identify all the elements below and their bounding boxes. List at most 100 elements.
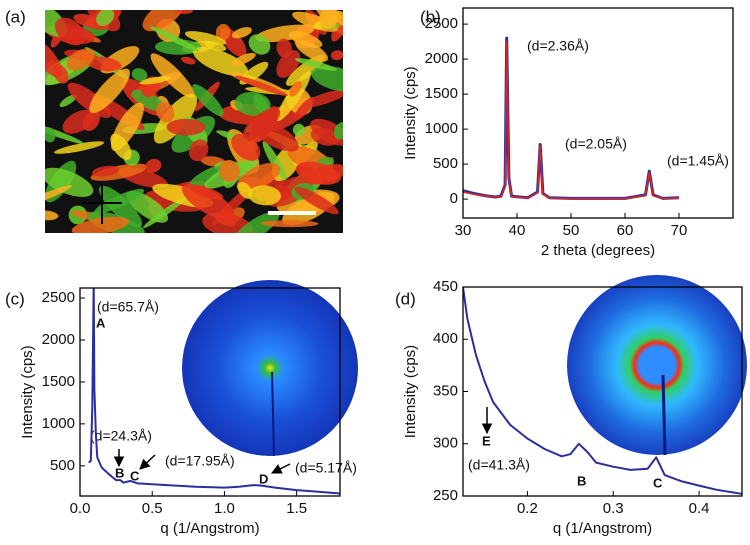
crystal — [139, 76, 172, 85]
annotation: (d=65.7Å) — [97, 299, 159, 315]
panel-label: (d) — [395, 289, 416, 308]
arrow — [139, 454, 156, 470]
crystal — [156, 101, 175, 123]
plot-frame — [79, 287, 341, 497]
y-axis-title: Intensity (cps) — [19, 345, 36, 438]
crystal — [248, 34, 271, 55]
y-tick-label: 1000 — [42, 415, 75, 432]
y-tick-label: 0 — [450, 190, 458, 207]
crystal — [181, 56, 196, 65]
y-tick-label: 2500 — [42, 289, 75, 306]
crystal — [89, 68, 130, 114]
x-tick-label: 30 — [455, 222, 472, 239]
crystal — [311, 65, 343, 92]
micrograph — [45, 10, 343, 233]
annotation: B — [577, 473, 586, 488]
crystal — [331, 12, 343, 42]
crystal — [98, 185, 143, 228]
y-tick-label: 1500 — [42, 373, 75, 390]
y-tick-label: 400 — [433, 330, 458, 347]
crystal — [231, 27, 252, 39]
x-tick-label: 0.2 — [517, 500, 538, 517]
crystal — [86, 56, 122, 72]
crystal — [145, 158, 162, 173]
crystal — [91, 165, 119, 177]
crystal — [96, 10, 115, 26]
crystal — [62, 109, 95, 134]
crystal — [215, 23, 231, 41]
crystal — [276, 38, 292, 58]
crystal — [192, 84, 224, 117]
annotation: (d=24.3Å) — [90, 428, 152, 444]
crystal — [153, 93, 198, 144]
crystal — [231, 211, 280, 233]
crystal — [166, 118, 206, 136]
series-line — [463, 40, 680, 200]
crystal — [150, 26, 200, 52]
annotation: (d=2.05Å) — [565, 136, 627, 152]
annotation: (d=41.3Å) — [468, 457, 530, 473]
series-line — [463, 287, 742, 495]
crystal — [174, 10, 194, 15]
x-tick-label: 50 — [563, 222, 580, 239]
crystal — [188, 166, 223, 189]
crystal — [298, 163, 318, 182]
y-axis-title: Intensity (cps) — [402, 66, 419, 159]
crystal — [276, 71, 311, 122]
crystal — [248, 185, 281, 206]
crystal — [142, 10, 185, 32]
crystal — [334, 10, 343, 26]
panel-label: (b) — [420, 7, 441, 26]
annotation: A — [96, 315, 106, 330]
y-tick-label: 2500 — [425, 15, 458, 32]
crystal — [73, 13, 109, 30]
crystal — [319, 10, 339, 30]
annotation: (d=2.36Å) — [527, 38, 589, 54]
crystal — [193, 47, 249, 77]
crystal — [110, 133, 132, 161]
annotation: (d=5.17Å) — [295, 460, 357, 476]
crystal — [237, 182, 253, 199]
beam-center — [640, 348, 674, 382]
y-tick-label: 300 — [433, 435, 458, 452]
x-tick-label: 70 — [671, 222, 688, 239]
crystal — [234, 91, 271, 116]
x-tick-label: 40 — [509, 222, 526, 239]
crystal — [260, 220, 319, 228]
crystal — [310, 127, 339, 146]
y-tick-label: 350 — [433, 382, 458, 399]
crystal — [90, 163, 148, 181]
crystal — [45, 127, 56, 143]
crystal — [150, 53, 195, 99]
x-tick-label: 1.0 — [214, 500, 235, 517]
annotation: (d=17.95Å) — [165, 453, 235, 469]
x-tick-label: 0.5 — [142, 500, 163, 517]
series-line — [463, 36, 680, 200]
annotation: E — [482, 433, 491, 448]
beamstop — [271, 371, 275, 457]
crystal — [184, 31, 227, 46]
x-tick-label: 1.5 — [286, 500, 307, 517]
plot-frame — [462, 7, 734, 219]
beamstop — [661, 374, 667, 456]
crystal — [181, 183, 235, 220]
crystal — [294, 96, 315, 121]
annotation: D — [259, 471, 268, 486]
y-tick-label: 250 — [433, 487, 458, 504]
crystal — [294, 186, 339, 215]
y-tick-label: 500 — [433, 155, 458, 172]
crystal — [292, 123, 306, 137]
y-tick-label: 1000 — [425, 120, 458, 137]
y-axis-title: Intensity (cps) — [402, 345, 419, 438]
y-tick-label: 500 — [50, 457, 75, 474]
x-axis-title: q (1/Angstrom) — [160, 520, 259, 537]
crystal — [45, 185, 73, 208]
crystal — [333, 121, 343, 140]
arrow — [271, 463, 291, 474]
crystal — [262, 141, 287, 181]
crystal — [54, 17, 86, 46]
x-tick-label: 60 — [617, 222, 634, 239]
y-tick-label: 2000 — [42, 331, 75, 348]
annotation: B — [115, 465, 124, 480]
